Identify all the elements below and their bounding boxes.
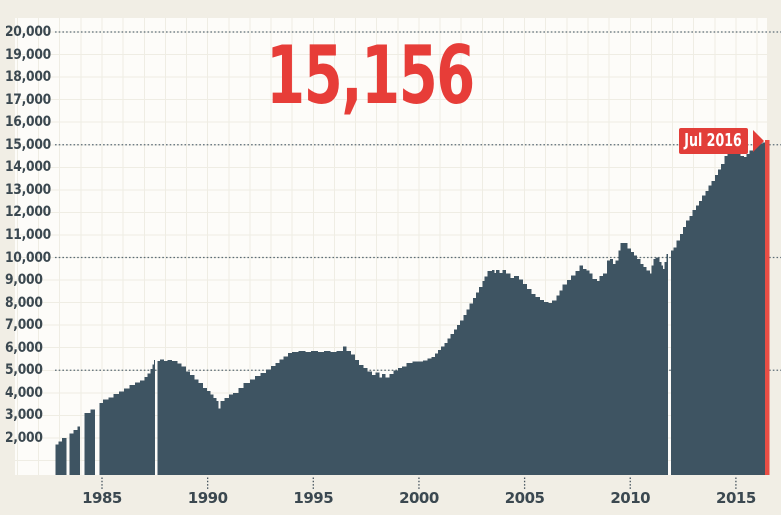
x-axis-label: 2000 bbox=[399, 489, 439, 507]
y-axis-label: 17,000 bbox=[5, 91, 51, 108]
y-axis-label: 13,000 bbox=[5, 181, 51, 198]
x-axis-label: 2015 bbox=[716, 489, 756, 507]
y-axis-label: 4,000 bbox=[5, 384, 43, 401]
y-axis-label: 3,000 bbox=[5, 407, 43, 424]
y-axis-label: 14,000 bbox=[5, 159, 51, 176]
y-axis-label: 6,000 bbox=[5, 339, 43, 356]
y-axis-label: 9,000 bbox=[5, 272, 43, 289]
period-callout: Jul 2016 bbox=[679, 128, 748, 154]
y-axis-label: 5,000 bbox=[5, 362, 43, 379]
y-axis-label: 18,000 bbox=[5, 69, 51, 86]
y-axis-label: 15,000 bbox=[5, 136, 51, 153]
period-callout-label: Jul 2016 bbox=[684, 130, 743, 151]
y-axis-label: 2,000 bbox=[5, 429, 43, 446]
current-period-line bbox=[765, 140, 770, 475]
y-axis-label: 12,000 bbox=[5, 204, 51, 221]
y-axis-label: 8,000 bbox=[5, 294, 43, 311]
y-axis-label: 7,000 bbox=[5, 317, 43, 334]
x-axis-label: 2005 bbox=[504, 489, 545, 507]
y-axis-label: 16,000 bbox=[5, 114, 51, 131]
x-axis-label: 2010 bbox=[610, 489, 651, 507]
y-axis-label: 11,000 bbox=[5, 226, 51, 243]
y-axis-label: 20,000 bbox=[5, 24, 51, 40]
y-axis-label: 19,000 bbox=[5, 46, 51, 63]
y-axis-label: 10,000 bbox=[5, 249, 51, 266]
x-axis-label: 1985 bbox=[82, 489, 122, 507]
x-axis-label: 1990 bbox=[187, 489, 228, 507]
callout-arrow-icon bbox=[753, 130, 764, 152]
latest-value-callout: 15,156 bbox=[266, 29, 475, 122]
x-axis-label: 1995 bbox=[293, 489, 334, 507]
series-bars bbox=[55, 141, 768, 476]
